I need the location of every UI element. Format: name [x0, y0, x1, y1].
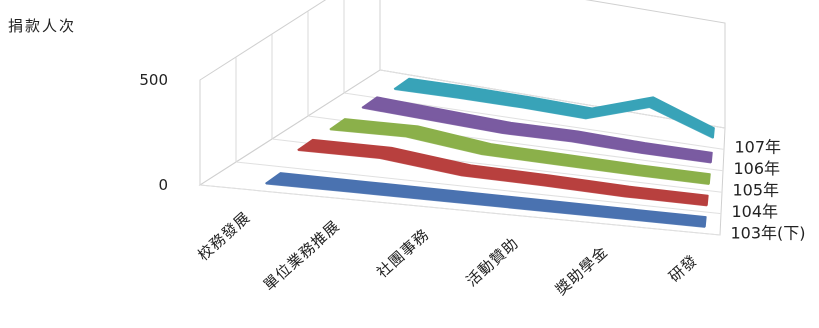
- floor-gridline: [235, 161, 722, 215]
- series-line: [265, 181, 706, 228]
- category-label: 社團事務: [373, 225, 433, 281]
- series-label: 107年: [735, 138, 782, 157]
- series-label: 103年(下): [731, 223, 806, 242]
- category-label: 校務發展: [194, 208, 254, 264]
- category-label: 研發: [665, 251, 701, 286]
- series-label: 106年: [734, 159, 781, 178]
- series-line: [330, 127, 710, 185]
- y-tick-label: 500: [139, 71, 168, 89]
- y-axis-title: 捐款人次: [8, 17, 76, 35]
- floor-gridline: [199, 184, 721, 236]
- side-wall: [199, 0, 381, 186]
- series-line: [298, 148, 708, 207]
- series-line: [362, 106, 712, 164]
- category-label: 活動贊助: [463, 234, 523, 290]
- series-label: 105年: [733, 181, 780, 200]
- category-label: 單位業務推展: [260, 217, 343, 295]
- y-tick-label: 0: [158, 176, 168, 194]
- chart-ribbons: [265, 77, 715, 228]
- floor-gridline: [379, 69, 726, 129]
- series-line: [394, 87, 714, 139]
- category-label: 獎助學金: [552, 242, 612, 298]
- series-label: 104年: [732, 202, 779, 221]
